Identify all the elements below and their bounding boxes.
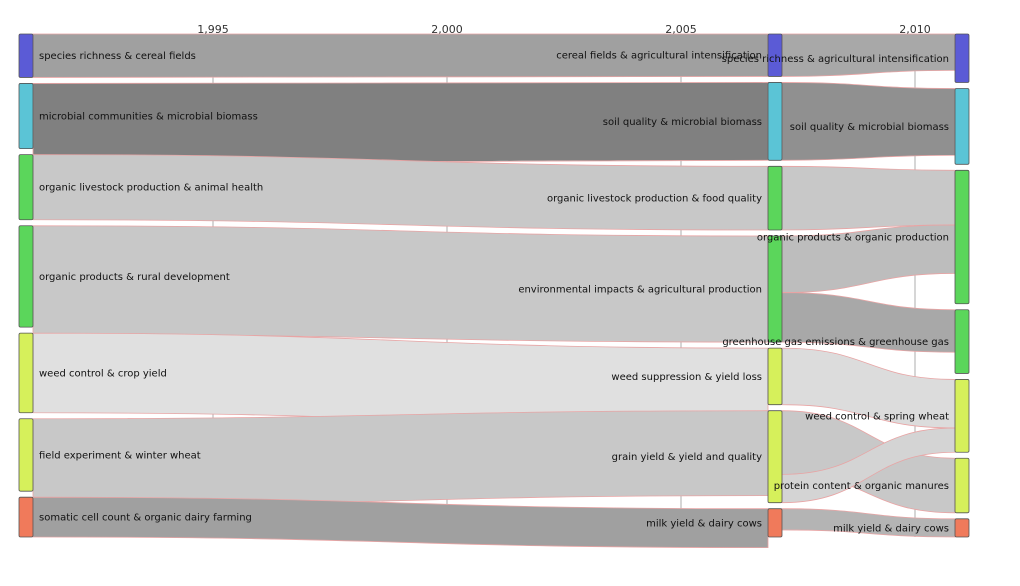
x-tick-label: 2,000 [431, 23, 463, 36]
node-c2 [954, 88, 970, 165]
flow-links [32, 33, 956, 549]
node-a3 [18, 154, 34, 221]
node-b5 [767, 347, 783, 406]
node-label-c5: weed control & spring wheat [805, 411, 949, 422]
node-c6 [954, 457, 970, 514]
node-label-a3: organic livestock production & animal he… [39, 183, 263, 194]
node-b4 [767, 235, 783, 343]
node-c7 [954, 518, 970, 538]
node-label-c7: milk yield & dairy cows [833, 523, 949, 534]
flow-b6-c5 [781, 427, 956, 504]
node-label-b6: grain yield & yield and quality [612, 452, 762, 463]
topic-nodes [18, 33, 970, 538]
node-label-a2: microbial communities & microbial biomas… [39, 112, 258, 123]
node-label-a4: organic products & rural development [39, 272, 230, 283]
node-a1 [18, 33, 34, 78]
node-a5 [18, 332, 34, 414]
node-label-c4: greenhouse gas emissions & greenhouse ga… [722, 337, 949, 348]
flow-a3-b3 [32, 154, 769, 231]
node-label-a1: species richness & cereal fields [39, 51, 196, 62]
node-label-a5: weed control & crop yield [39, 368, 167, 379]
node-b7 [767, 508, 783, 538]
node-label-c2: soil quality & microbial biomass [790, 122, 949, 133]
node-c4 [954, 309, 970, 374]
node-labels: species richness & cereal fields microbia… [39, 51, 949, 535]
node-label-b4: environmental impacts & agricultural pro… [518, 285, 762, 296]
node-b6 [767, 410, 783, 504]
node-a6 [18, 418, 34, 492]
node-label-b7: milk yield & dairy cows [646, 518, 762, 529]
node-label-c6: protein content & organic manures [774, 481, 949, 492]
node-label-a7: somatic cell count & organic dairy farmi… [39, 513, 252, 524]
x-tick-label: 2,005 [665, 23, 697, 36]
node-c5 [954, 379, 970, 453]
node-label-b1: cereal fields & agricultural intensifica… [556, 51, 762, 62]
node-a7 [18, 496, 34, 538]
flow-a7-b7 [32, 496, 769, 549]
node-b3 [767, 165, 783, 231]
node-c3 [954, 169, 970, 305]
node-label-b3: organic livestock production & food qual… [547, 194, 762, 205]
node-label-b5: weed suppression & yield loss [611, 372, 762, 383]
node-label-c1: species richness & agricultural intensif… [722, 54, 949, 65]
flow-a1-b1 [32, 33, 769, 78]
x-tick-label: 2,010 [899, 23, 931, 36]
node-label-b2: soil quality & microbial biomass [603, 117, 762, 128]
flow-b7-c7 [781, 508, 956, 538]
x-tick-label: 1,995 [197, 23, 229, 36]
node-label-a6: field experiment & winter wheat [39, 450, 201, 461]
node-a4 [18, 225, 34, 328]
node-label-c3: organic products & organic production [757, 233, 949, 244]
node-a2 [18, 83, 34, 150]
node-c1 [954, 33, 970, 83]
node-b1 [767, 33, 783, 77]
node-b2 [767, 82, 783, 161]
flow-b3-c3 [781, 165, 956, 231]
